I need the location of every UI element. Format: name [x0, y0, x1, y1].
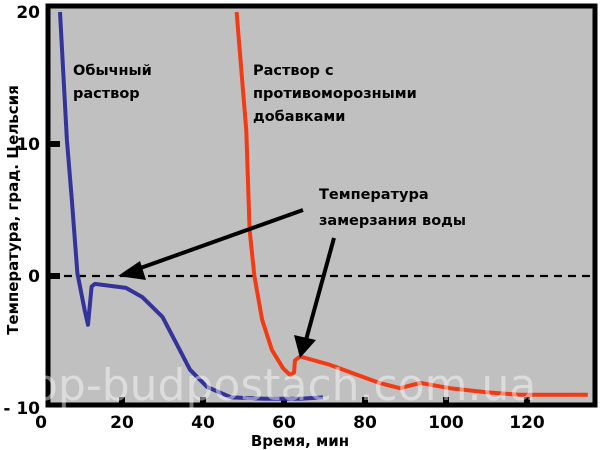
x-tick-label: 40 — [191, 413, 215, 433]
x-tick-mark — [524, 397, 530, 405]
series1-label-line1: Обычный — [73, 63, 152, 79]
series2-label-line1: Раствор с — [253, 63, 334, 79]
y-axis-label: Температура, град. Цельсия — [4, 85, 22, 335]
x-tick-label: 60 — [272, 413, 296, 433]
y-tick-label: - 10 — [3, 399, 40, 419]
x-tick-mark — [281, 397, 287, 405]
x-tick-mark — [119, 397, 125, 405]
plot-frame — [45, 3, 598, 408]
x-tick-mark — [362, 397, 368, 405]
freezing-label-line1: Температура — [319, 187, 429, 203]
x-axis-label: Время, мин — [251, 432, 349, 450]
x-tick-mark — [443, 397, 449, 405]
x-tick-label: 100 — [428, 413, 464, 433]
x-tick-label: 20 — [110, 413, 134, 433]
x-tick-label: 120 — [509, 413, 545, 433]
arrow-to-zero-left — [134, 208, 304, 272]
annotation-arrows — [118, 208, 336, 358]
y-tick-label: 0 — [28, 267, 40, 287]
x-tick-label: 0 — [35, 413, 47, 433]
watermark: pp-budpostach.com.ua — [30, 360, 536, 411]
y-tick-label: 20 — [16, 3, 40, 23]
arrow-to-red-bump — [304, 237, 336, 341]
arrow-head-down — [294, 335, 316, 358]
series1-label-line2: раствор — [73, 86, 140, 102]
y-tick-label: 10 — [16, 135, 40, 155]
x-tick-mark — [200, 397, 206, 405]
freezing-label-line2: замерзания воды — [319, 213, 466, 229]
series-line-1 — [58, 11, 324, 401]
series2-label-line2: противоморозными — [253, 86, 417, 102]
series2-label-line3: добавками — [253, 109, 345, 125]
x-tick-label: 80 — [353, 413, 377, 433]
series-line-2 — [234, 11, 588, 397]
y-tick-mark — [48, 141, 60, 147]
plot-background — [48, 6, 595, 405]
arrow-head-left — [118, 261, 146, 280]
